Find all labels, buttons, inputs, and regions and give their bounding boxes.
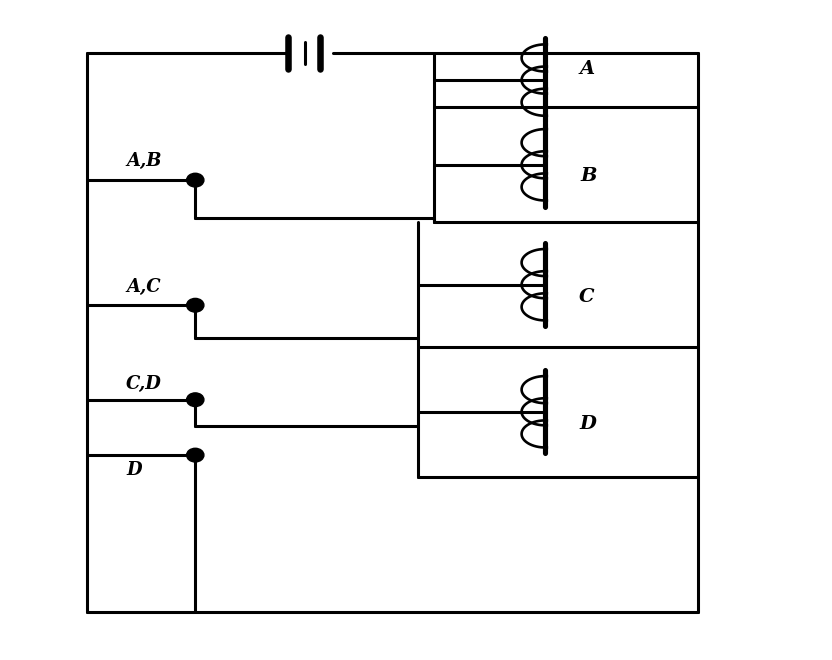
Text: D: D — [579, 415, 596, 433]
Circle shape — [186, 393, 204, 407]
Circle shape — [186, 298, 204, 312]
Text: D: D — [126, 461, 141, 478]
Text: A,B: A,B — [126, 152, 161, 170]
Text: C: C — [579, 288, 595, 306]
Circle shape — [186, 448, 204, 462]
Text: B: B — [581, 168, 597, 185]
Text: A,C: A,C — [126, 279, 161, 296]
Text: A: A — [579, 60, 594, 78]
Text: C,D: C,D — [126, 375, 162, 393]
Circle shape — [186, 174, 204, 187]
